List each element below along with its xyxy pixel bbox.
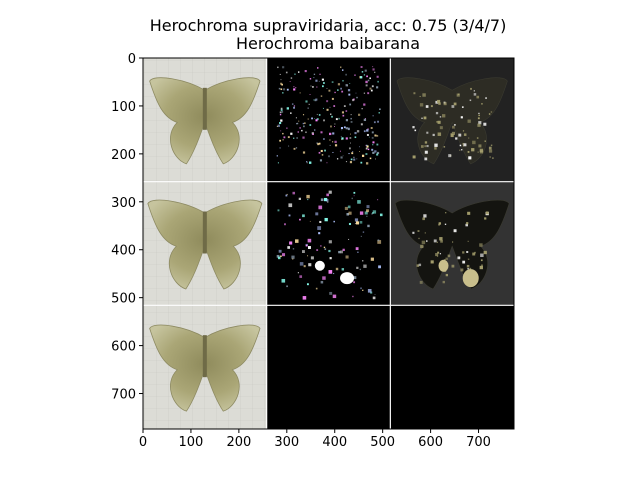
tile-r1-c1 [266, 181, 391, 306]
tile-r0-c0 [143, 58, 267, 182]
image-tiles [143, 58, 514, 429]
y-tick-label: 300 [111, 196, 136, 211]
plot-frame [142, 57, 515, 430]
axes: 0 100 200 300 400 500 600 700 0 100 200 300 400 500 60… [111, 52, 515, 450]
tile-r1-c2 [390, 181, 514, 306]
tile-r0-c1 [266, 58, 391, 182]
y-tick-label: 100 [111, 100, 136, 115]
tile-r1-c0 [143, 181, 267, 306]
x-tick-label: 100 [179, 435, 204, 450]
y-tick-label: 400 [111, 244, 136, 259]
y-tick-label: 600 [111, 340, 136, 355]
x-tick-label: 300 [274, 435, 299, 450]
chart-title: Herochroma supraviridaria, acc: 0.75 (3/… [149, 16, 507, 35]
x-tick-label: 400 [322, 435, 347, 450]
moth-overlay [396, 77, 508, 165]
chart-subtitle: Herochroma baibarana [235, 34, 420, 53]
tile-r0-c2 [390, 58, 514, 182]
tile-r2-c1 [266, 305, 391, 429]
x-tick-label: 0 [139, 435, 147, 450]
x-tick-label: 500 [370, 435, 395, 450]
tile-r2-c2 [390, 305, 514, 429]
y-tick-label: 700 [111, 388, 136, 403]
y-tick-label: 200 [111, 148, 136, 163]
x-tick-label: 200 [226, 435, 251, 450]
tile-r2-c0 [143, 305, 267, 429]
x-tick-label: 700 [466, 435, 491, 450]
x-tick-label: 600 [418, 435, 443, 450]
y-tick-label: 0 [128, 52, 136, 67]
y-tick-label: 500 [111, 292, 136, 307]
